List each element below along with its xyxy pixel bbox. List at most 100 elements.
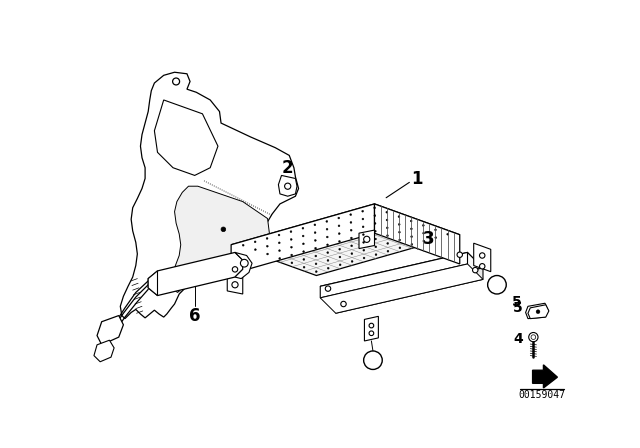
Circle shape — [374, 223, 376, 224]
Circle shape — [338, 225, 340, 227]
Polygon shape — [148, 271, 157, 296]
Circle shape — [374, 230, 376, 232]
Circle shape — [435, 229, 436, 231]
Circle shape — [314, 232, 316, 233]
Circle shape — [241, 259, 248, 267]
Circle shape — [529, 332, 538, 342]
Polygon shape — [320, 264, 483, 313]
Text: 2: 2 — [282, 159, 294, 177]
Circle shape — [243, 244, 244, 246]
Circle shape — [362, 226, 364, 228]
Polygon shape — [148, 252, 243, 296]
Polygon shape — [320, 252, 467, 298]
Circle shape — [447, 233, 449, 235]
Polygon shape — [374, 204, 460, 264]
Circle shape — [435, 237, 436, 238]
Polygon shape — [320, 252, 483, 302]
Circle shape — [422, 232, 424, 234]
Circle shape — [266, 246, 268, 247]
Circle shape — [291, 246, 292, 248]
Circle shape — [531, 335, 536, 340]
Text: 6: 6 — [189, 306, 200, 324]
Polygon shape — [120, 72, 298, 319]
Polygon shape — [474, 243, 491, 271]
Circle shape — [399, 239, 401, 241]
Circle shape — [375, 246, 377, 248]
Circle shape — [351, 245, 353, 247]
Circle shape — [351, 260, 353, 263]
Circle shape — [363, 249, 365, 251]
Circle shape — [315, 247, 317, 249]
Circle shape — [398, 215, 400, 218]
Circle shape — [339, 248, 340, 250]
Circle shape — [339, 233, 340, 235]
Circle shape — [362, 218, 364, 220]
Circle shape — [326, 244, 328, 246]
Circle shape — [387, 242, 388, 244]
Polygon shape — [336, 268, 483, 313]
Circle shape — [387, 235, 388, 237]
Polygon shape — [359, 230, 374, 249]
Text: 5: 5 — [512, 295, 522, 309]
Polygon shape — [235, 252, 252, 279]
Circle shape — [291, 238, 292, 240]
Circle shape — [479, 253, 485, 258]
Circle shape — [267, 253, 268, 255]
Circle shape — [363, 257, 365, 259]
Circle shape — [278, 250, 280, 251]
Circle shape — [254, 241, 256, 243]
Circle shape — [350, 221, 352, 224]
Circle shape — [364, 351, 382, 370]
Circle shape — [302, 235, 304, 237]
Circle shape — [278, 234, 280, 236]
Polygon shape — [172, 186, 270, 293]
Circle shape — [472, 267, 478, 273]
Circle shape — [488, 276, 506, 294]
Circle shape — [232, 282, 238, 288]
Polygon shape — [94, 340, 114, 362]
Polygon shape — [231, 204, 374, 274]
Circle shape — [291, 262, 293, 264]
Text: 1: 1 — [412, 170, 423, 188]
Circle shape — [535, 310, 538, 313]
Circle shape — [386, 211, 388, 213]
Circle shape — [303, 258, 305, 260]
Circle shape — [221, 227, 226, 232]
Polygon shape — [231, 204, 460, 276]
Circle shape — [278, 242, 280, 244]
Polygon shape — [227, 274, 243, 294]
Polygon shape — [97, 315, 124, 345]
Circle shape — [314, 240, 316, 241]
Circle shape — [339, 241, 340, 242]
Circle shape — [303, 251, 305, 253]
Text: 00159047: 00159047 — [518, 390, 565, 400]
Circle shape — [399, 247, 401, 249]
Polygon shape — [226, 262, 244, 279]
Polygon shape — [525, 303, 548, 319]
Circle shape — [285, 183, 291, 189]
Text: 5: 5 — [492, 278, 502, 292]
Circle shape — [536, 310, 540, 314]
Circle shape — [279, 258, 281, 259]
Circle shape — [266, 237, 268, 239]
Text: 4: 4 — [368, 353, 378, 367]
Circle shape — [457, 252, 463, 258]
Circle shape — [255, 249, 256, 250]
Circle shape — [290, 231, 292, 233]
Circle shape — [375, 254, 377, 255]
Circle shape — [363, 241, 365, 243]
Circle shape — [325, 286, 331, 291]
Circle shape — [410, 228, 412, 230]
Circle shape — [232, 267, 237, 272]
Circle shape — [327, 259, 329, 261]
Circle shape — [479, 263, 485, 269]
Circle shape — [399, 231, 401, 233]
Circle shape — [303, 266, 305, 268]
Circle shape — [314, 224, 316, 226]
Circle shape — [351, 253, 353, 254]
Circle shape — [315, 255, 317, 257]
Text: 4: 4 — [513, 332, 523, 346]
Circle shape — [326, 220, 328, 222]
Circle shape — [315, 263, 317, 265]
Circle shape — [326, 228, 328, 230]
